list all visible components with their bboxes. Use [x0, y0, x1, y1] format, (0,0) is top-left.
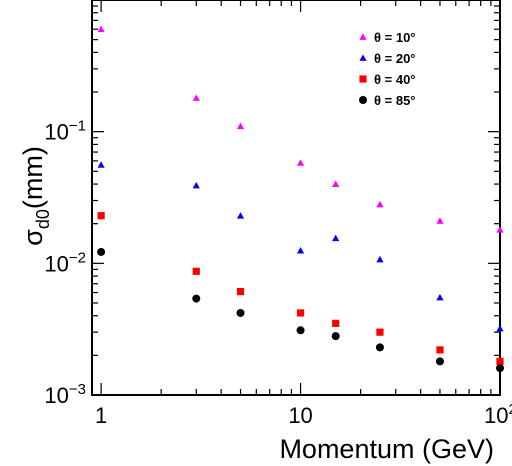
data-point	[332, 234, 340, 242]
series-1	[97, 25, 504, 233]
data-point	[436, 346, 444, 354]
data-point	[236, 212, 245, 219]
data-point	[436, 293, 444, 301]
axis-tick-labels: 1 10 102 10−3 10−2 10−1	[44, 118, 512, 428]
axis-ticks	[92, 0, 501, 396]
series-3	[97, 212, 504, 365]
data-point	[192, 267, 200, 275]
data-point	[376, 255, 384, 263]
data-point	[97, 25, 105, 33]
data-point	[97, 161, 105, 168]
y-tick-label: 10−2	[44, 249, 86, 276]
legend-label: θ = 85°	[374, 93, 416, 108]
data-point	[97, 212, 105, 220]
y-axis-title-symbol: σ	[18, 229, 48, 246]
data-point	[296, 246, 305, 254]
legend-label: θ = 20°	[374, 51, 416, 66]
data-point	[376, 328, 384, 336]
legend-label: θ = 40°	[374, 72, 416, 87]
data-point	[436, 217, 444, 224]
legend-marker	[359, 75, 367, 83]
series-2	[97, 161, 504, 332]
data-points	[97, 25, 504, 373]
data-point	[375, 343, 384, 352]
data-point	[192, 94, 200, 101]
data-point	[496, 324, 504, 332]
data-point	[496, 364, 504, 373]
data-point	[296, 309, 305, 317]
data-point	[332, 319, 340, 327]
legend-label: θ = 10°	[374, 30, 416, 45]
data-point	[376, 200, 384, 208]
data-point	[296, 159, 305, 166]
y-tick-label: 10−3	[44, 381, 86, 408]
y-axis-title-subscript: d0	[33, 209, 53, 229]
data-point	[192, 181, 200, 189]
legend-marker	[359, 33, 367, 40]
data-point	[435, 357, 444, 366]
data-point	[296, 326, 305, 335]
legend: θ = 10° θ = 20° θ = 40° θ = 85°	[359, 30, 416, 108]
data-point	[332, 180, 340, 187]
x-tick-label: 102	[484, 401, 512, 428]
data-point	[331, 332, 340, 341]
plot-frame	[91, 0, 501, 396]
data-point	[496, 226, 504, 233]
data-point	[236, 287, 245, 296]
y-tick-label: 10−1	[44, 118, 86, 145]
data-point	[236, 308, 245, 317]
series-4	[97, 247, 504, 373]
legend-marker	[359, 96, 367, 104]
data-point	[496, 357, 504, 365]
legend-marker	[359, 54, 367, 61]
data-point	[236, 122, 245, 130]
x-tick-label: 1	[95, 403, 107, 428]
y-axis-title-unit: (mm)	[18, 146, 48, 209]
data-point	[97, 247, 106, 256]
data-point	[192, 294, 201, 303]
y-axis-title: σd0(mm)	[18, 146, 53, 246]
x-tick-label: 10	[288, 403, 312, 428]
x-axis-title: Momentum (GeV)	[279, 434, 494, 464]
